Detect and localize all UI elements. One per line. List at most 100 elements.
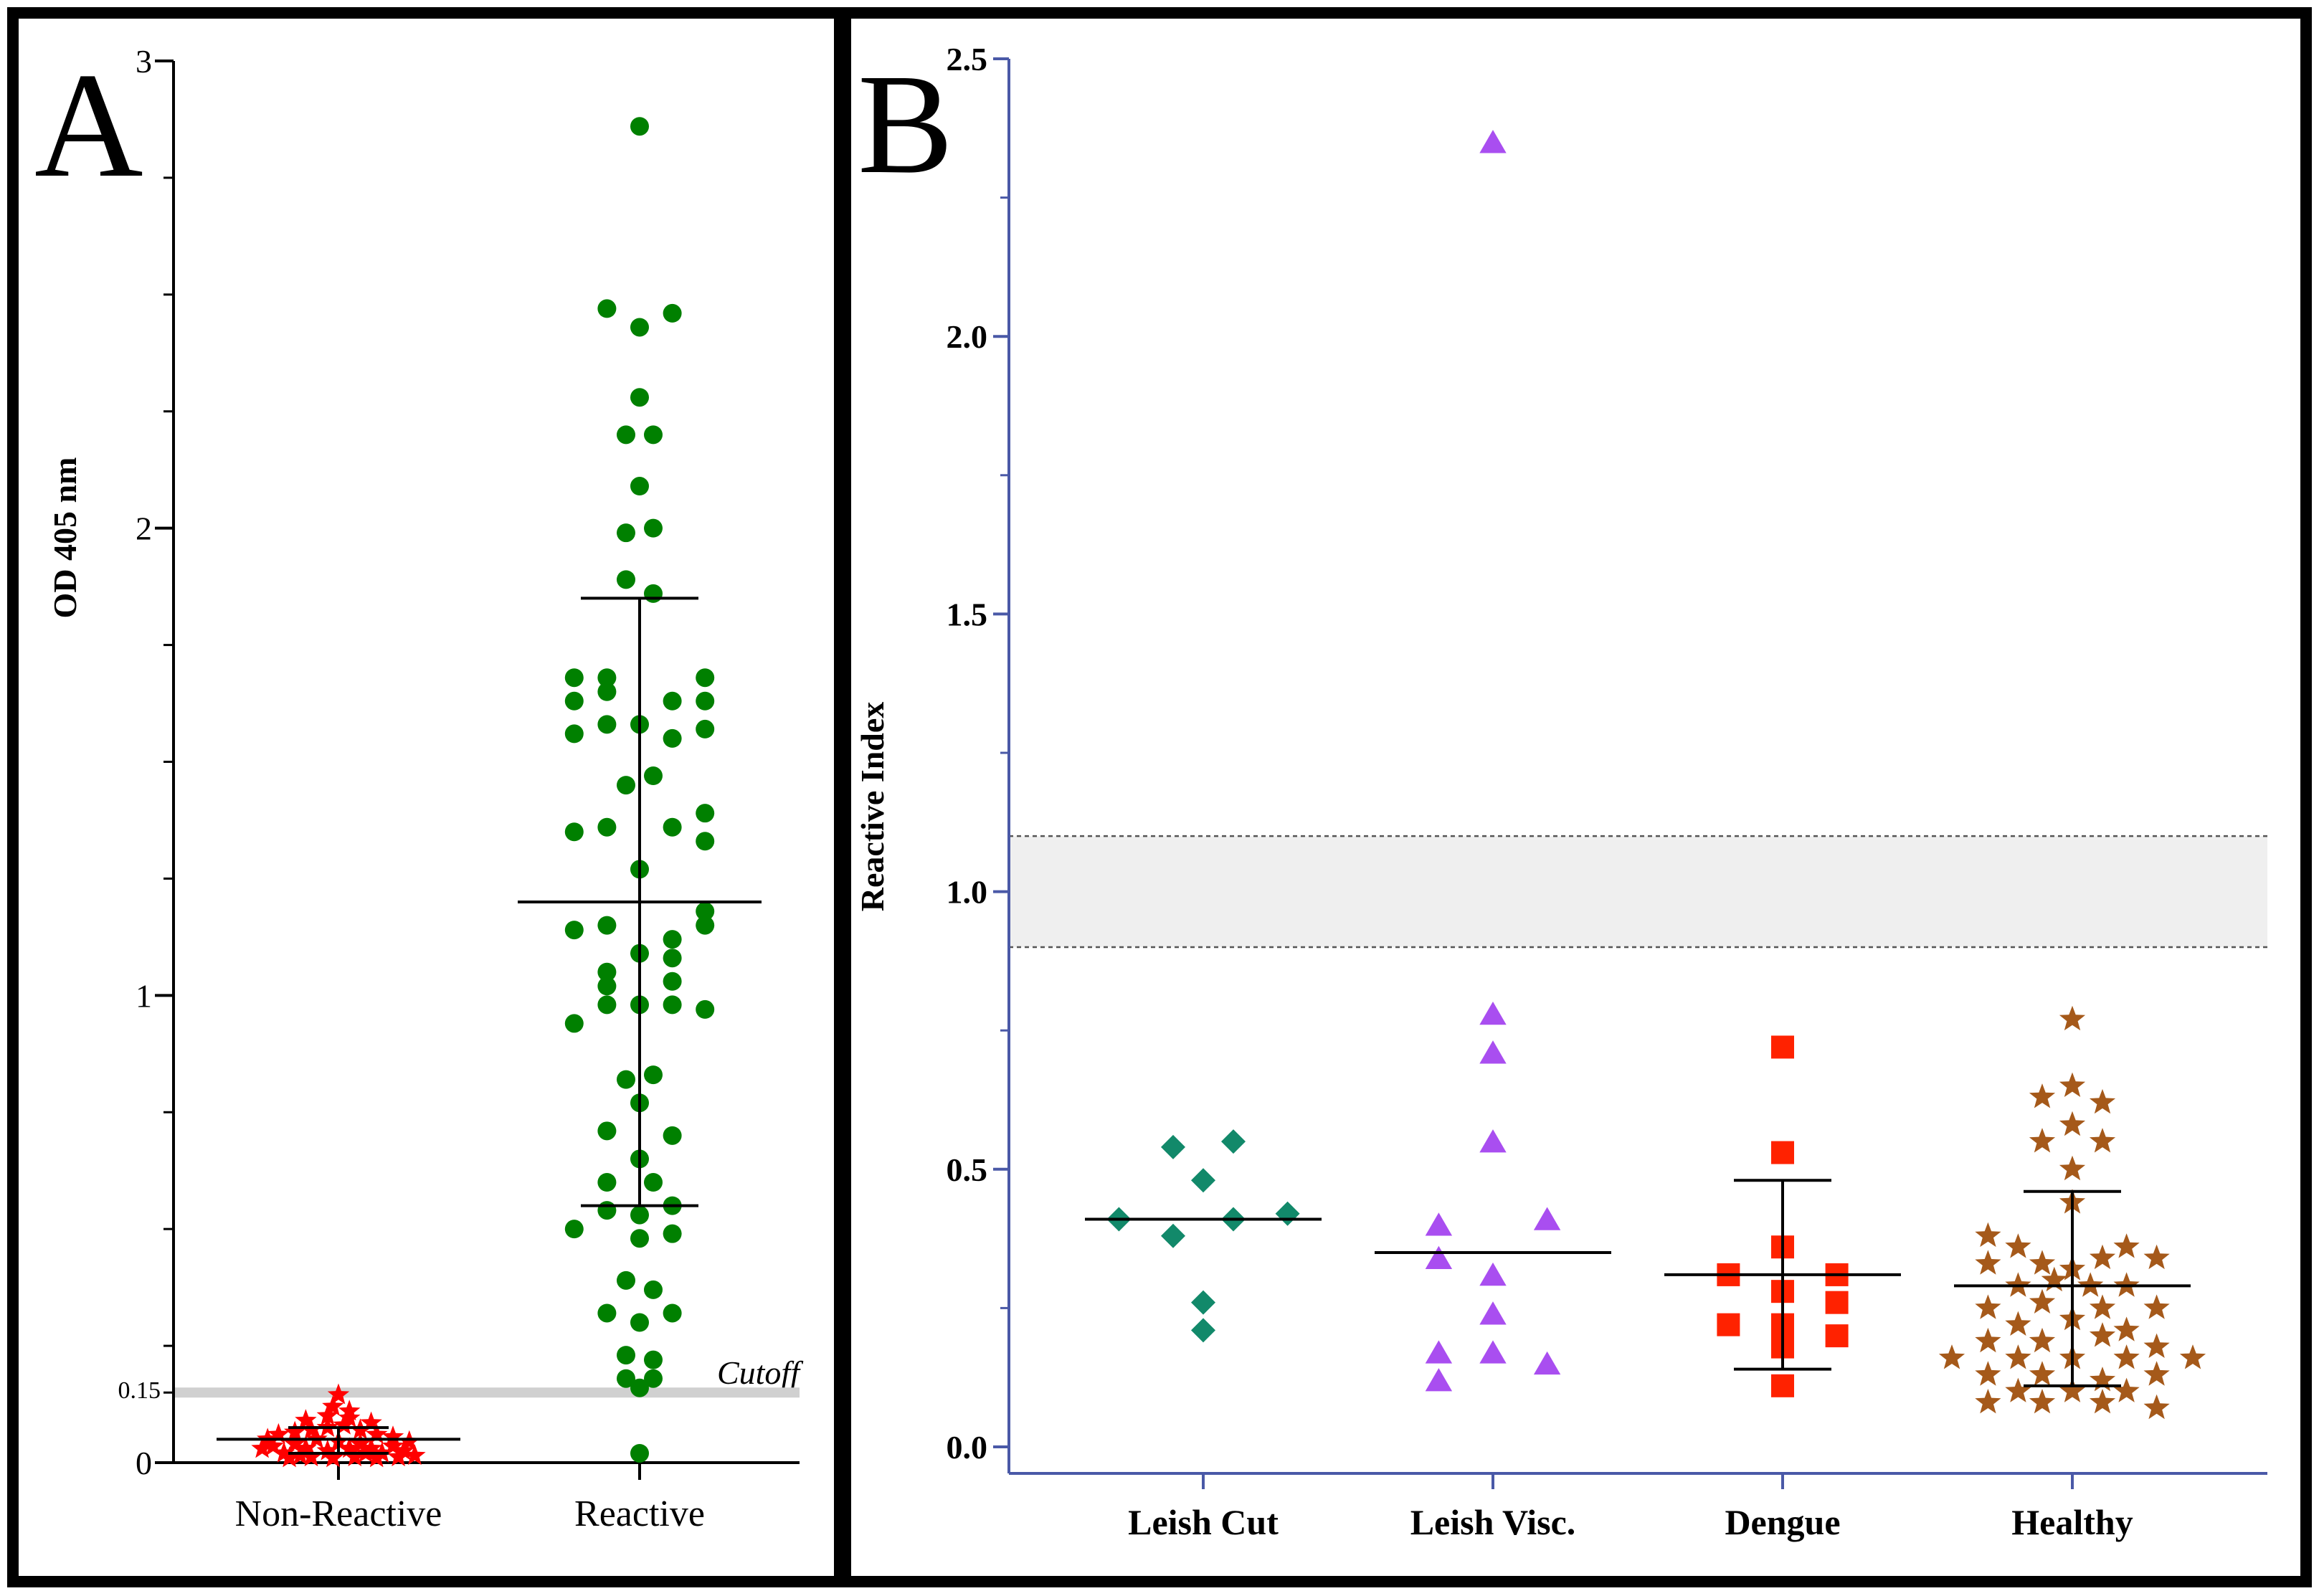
panel-a-point-reactive xyxy=(564,822,584,842)
panel-a-point-reactive xyxy=(597,1201,617,1220)
panel-b-point-healthy xyxy=(2113,1233,2140,1258)
panel-a-point-reactive xyxy=(597,1173,617,1192)
panel-a-point-reactive xyxy=(696,719,715,738)
panel-a-point-reactive xyxy=(663,728,682,748)
panel-b-point-healthy xyxy=(1975,1222,2001,1248)
panel-b-point-healthy xyxy=(2089,1367,2116,1392)
panel-a-point-reactive xyxy=(663,691,682,711)
panel-b-point-healthy xyxy=(2089,1244,2116,1270)
panel-b-point-leish-cut xyxy=(1161,1134,1185,1159)
panel-a-point-reactive xyxy=(696,691,715,711)
panel-b-point-dengue xyxy=(1717,1313,1740,1336)
panel-a-point-non-reactive xyxy=(381,1435,404,1456)
panel-a-cutoff-tick-label: 0.15 xyxy=(118,1377,161,1404)
panel-a-point-non-reactive xyxy=(338,1400,361,1421)
panel-a-point-reactive xyxy=(617,1346,635,1365)
panel-a-point-non-reactive xyxy=(295,1409,317,1430)
panel-b-point-healthy xyxy=(2143,1333,2170,1358)
panel-b-point-leish-visc xyxy=(1425,1212,1453,1236)
panel-b-point-healthy xyxy=(2005,1311,2031,1336)
panel-b-point-leish-visc xyxy=(1479,130,1507,153)
panel-b-point-healthy xyxy=(2113,1344,2140,1369)
panel-b-point-healthy xyxy=(2179,1344,2206,1369)
panel-a-point-non-reactive xyxy=(272,1442,295,1463)
panel-a-point-reactive xyxy=(597,682,617,701)
panel-a-point-non-reactive xyxy=(278,1446,300,1468)
panel-b-x-tick-label: Healthy xyxy=(2011,1502,2133,1542)
panel-a-point-non-reactive xyxy=(387,1445,409,1467)
panel-b-point-healthy xyxy=(2089,1294,2116,1319)
panel-a-point-reactive xyxy=(696,832,715,851)
panel-a-point-reactive xyxy=(630,318,649,337)
panel-b-point-leish-visc xyxy=(1425,1245,1453,1270)
panel-a-point-reactive xyxy=(564,668,584,688)
panel-b-x-tick-label: Leish Cut xyxy=(1128,1502,1279,1542)
panel-b-point-healthy xyxy=(2029,1128,2056,1153)
panel-b-point-leish-cut xyxy=(1221,1129,1246,1154)
panel-b-y-tick-label: 1.0 xyxy=(947,874,988,911)
panel-a-point-reactive xyxy=(597,1121,617,1141)
panel-b-point-healthy xyxy=(2143,1294,2170,1319)
panel-b-point-healthy xyxy=(2029,1288,2056,1314)
panel-a-label: A xyxy=(34,42,143,209)
panel-b-y-tick-label: 1.5 xyxy=(947,596,988,632)
panel-a-point-non-reactive xyxy=(338,1407,361,1428)
panel-b-point-healthy xyxy=(2059,1155,2086,1181)
panel-b-point-healthy xyxy=(1975,1361,2001,1386)
panel-b-point-leish-cut xyxy=(1191,1290,1215,1315)
panel-b-point-healthy xyxy=(2059,1072,2086,1097)
panel-a-point-reactive xyxy=(630,477,649,496)
panel-b-point-dengue xyxy=(1771,1374,1794,1397)
panel-b-plot: 0.0 0.5 1.0 1.5 2.0 2.5 Leish Cut Leish Visc. De… xyxy=(947,41,2267,1542)
panel-a-point-reactive xyxy=(630,388,649,407)
panel-a-point-reactive xyxy=(617,523,635,543)
panel-a-point-reactive xyxy=(617,425,635,445)
panel-b-point-leish-visc xyxy=(1425,1368,1453,1392)
panel-a-y-tick-label: 0 xyxy=(136,1445,152,1481)
panel-a-point-reactive xyxy=(617,1070,635,1089)
panel-a-point-reactive xyxy=(644,1065,663,1085)
panel-b-point-healthy xyxy=(2143,1361,2170,1386)
panel-a-y-tick-label: 3 xyxy=(136,43,152,80)
panel-a-point-reactive xyxy=(597,299,617,318)
panel-a-point-reactive xyxy=(630,117,649,136)
panel-b-point-healthy xyxy=(2059,1005,2086,1031)
panel-a-point-reactive xyxy=(696,916,715,935)
panel-a-point-non-reactive xyxy=(327,1383,350,1405)
panel-a-point-reactive xyxy=(644,584,663,603)
panel-a-point-non-reactive xyxy=(360,1437,382,1458)
panel-a-point-non-reactive xyxy=(300,1445,323,1467)
panel-b-point-leish-visc xyxy=(1479,1301,1507,1325)
panel-a-point-reactive xyxy=(617,776,635,795)
panel-a-point-non-reactive xyxy=(366,1446,388,1468)
panel-b-point-healthy xyxy=(1975,1389,2001,1414)
panel-a-point-reactive xyxy=(644,1369,663,1388)
panel-a-point-reactive xyxy=(696,804,715,823)
panel-b-point-leish-visc xyxy=(1479,1001,1507,1025)
panel-a-point-non-reactive xyxy=(338,1437,361,1458)
panel-a-point-reactive xyxy=(597,916,617,935)
panel-a-point-non-reactive xyxy=(343,1445,366,1467)
panel-b-point-leish-visc xyxy=(1479,1262,1507,1286)
panel-b-y-tick-label: 0.0 xyxy=(947,1429,988,1466)
panel-b-point-healthy xyxy=(2029,1083,2056,1108)
panel-b-point-dengue xyxy=(1825,1324,1849,1348)
panel-a-point-reactive xyxy=(564,724,584,744)
panel-a-point-reactive xyxy=(630,1313,649,1332)
panel-b-point-healthy xyxy=(2089,1088,2116,1114)
panel-b-point-leish-visc xyxy=(1533,1351,1561,1375)
panel-b-y-tick-label: 2.5 xyxy=(947,41,988,77)
panel-b-point-healthy xyxy=(2029,1361,2056,1386)
panel-a-point-reactive xyxy=(564,1220,584,1239)
panel-a-point-reactive xyxy=(597,715,617,734)
panel-b-point-leish-visc xyxy=(1479,1040,1507,1064)
panel-a-point-non-reactive xyxy=(316,1439,338,1460)
panel-a-plot: 0 1 2 3 Non-Reactive Reactive xyxy=(136,43,800,1534)
panel-b-y-tick-label: 2.0 xyxy=(947,318,988,355)
panel-a-point-non-reactive xyxy=(322,1446,344,1468)
panel-b-point-healthy xyxy=(2005,1377,2031,1402)
cutoff-line xyxy=(174,1387,800,1398)
panel-a-point-reactive xyxy=(630,1205,649,1225)
panel-b-x-tick-label: Leish Visc. xyxy=(1410,1502,1576,1542)
